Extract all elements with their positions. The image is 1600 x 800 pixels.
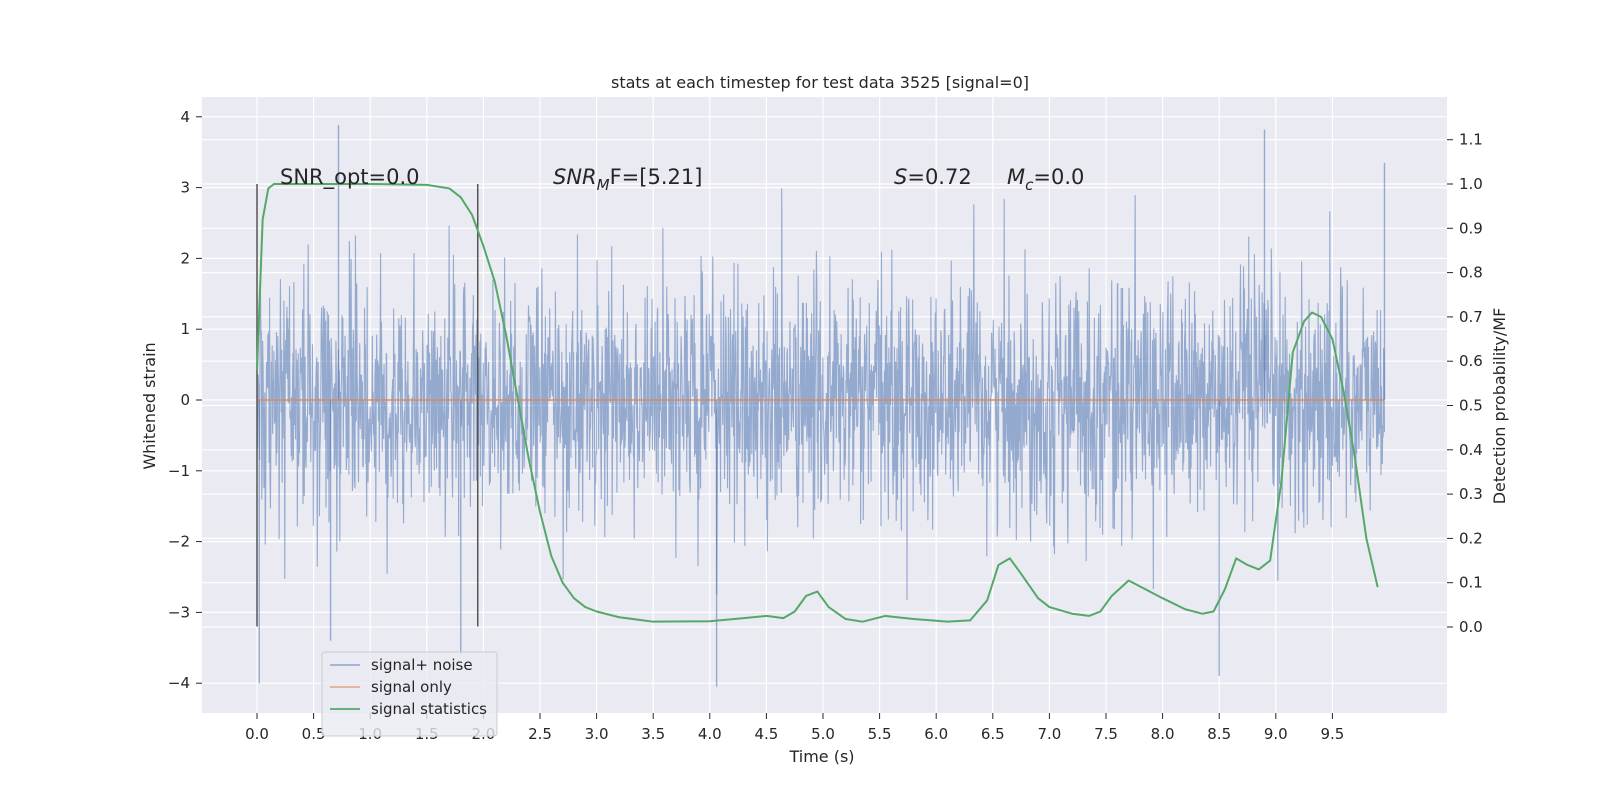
y-tick-label: −3 bbox=[168, 603, 190, 621]
x-axis-ticks: 0.00.51.01.52.02.53.03.54.04.55.05.56.06… bbox=[245, 713, 1344, 743]
x-tick-label: 6.0 bbox=[924, 725, 948, 743]
x-tick-label: 2.5 bbox=[528, 725, 552, 743]
annotation-mc-sub: c bbox=[1025, 176, 1034, 194]
y2-tick-label: 1.0 bbox=[1459, 175, 1483, 193]
x-tick-label: 5.5 bbox=[868, 725, 892, 743]
y2-tick-label: 0.0 bbox=[1459, 618, 1483, 636]
y2-axis-ticks: 1.1 1.0 0.9 0.8 0.7 0.6 0.5 0.4 0.3 0.2 0.1 0.0 bbox=[1447, 131, 1483, 636]
x-tick-label: 3.0 bbox=[585, 725, 609, 743]
y2-tick-label: 0.6 bbox=[1459, 352, 1483, 370]
annotation-mc: Mc=0.0 bbox=[1007, 165, 1084, 194]
y2-tick-label: 0.1 bbox=[1459, 574, 1483, 592]
y2-tick-label: 0.8 bbox=[1459, 264, 1483, 282]
annotation-s-var: S bbox=[894, 165, 907, 189]
annotation-mc-var: M bbox=[1007, 165, 1025, 189]
legend-label-signal-only: signal only bbox=[371, 678, 452, 696]
annotation-snr-mf-rest: F=[5.21] bbox=[610, 165, 703, 189]
y-tick-label: 4 bbox=[180, 108, 190, 126]
series-signal-statistics bbox=[256, 183, 1379, 623]
y2-tick-label: 0.7 bbox=[1459, 308, 1483, 326]
series-line-signal-statistics bbox=[256, 183, 1379, 623]
x-tick-label: 5.0 bbox=[811, 725, 835, 743]
y-tick-label: −1 bbox=[168, 462, 190, 480]
x-tick-label: 9.5 bbox=[1320, 725, 1344, 743]
x-tick-label: 7.5 bbox=[1094, 725, 1118, 743]
x-tick-label: 9.0 bbox=[1264, 725, 1288, 743]
legend-label-signal-statistics: signal statistics bbox=[371, 700, 487, 718]
chart-title: stats at each timestep for test data 352… bbox=[611, 73, 1029, 92]
y-tick-label: 0 bbox=[180, 391, 190, 409]
x-tick-label: 8.0 bbox=[1151, 725, 1175, 743]
annotation-snr-mf-sub: M bbox=[597, 176, 610, 194]
x-tick-label: 6.5 bbox=[981, 725, 1005, 743]
annotation-s: S=0.72 bbox=[894, 165, 972, 189]
y2-tick-label: 0.9 bbox=[1459, 219, 1483, 237]
x-tick-label: 7.0 bbox=[1037, 725, 1061, 743]
annotation-snr-mf: SNRMF=[5.21] bbox=[553, 165, 702, 194]
series-line-signal-noise bbox=[256, 188, 1386, 601]
legend: signal+ noise signal only signal statist… bbox=[321, 651, 498, 737]
y2-tick-label: 0.5 bbox=[1459, 397, 1483, 415]
y-tick-label: 2 bbox=[180, 249, 190, 267]
y2-tick-label: 1.1 bbox=[1459, 131, 1483, 149]
y2-tick-label: 0.2 bbox=[1459, 529, 1483, 547]
x-tick-label: 4.5 bbox=[754, 725, 778, 743]
y-tick-label: −4 bbox=[168, 674, 190, 692]
legend-box bbox=[321, 651, 498, 737]
y-axis-label: Whitened strain bbox=[140, 342, 159, 469]
legend-label-signal-noise: signal+ noise bbox=[371, 656, 473, 674]
y2-axis-label: Detection probability/MF bbox=[1490, 308, 1509, 505]
y-axis-ticks: 4 3 2 1 0 −1 −2 −3 −4 bbox=[168, 108, 202, 692]
x-tick-label: 8.5 bbox=[1207, 725, 1231, 743]
annotation-snr-mf-base: SNR bbox=[553, 165, 597, 189]
annotations: SNR_opt=0.0 SNRMF=[5.21] S=0.72 Mc=0.0 bbox=[280, 165, 1084, 194]
y-tick-label: 1 bbox=[180, 320, 190, 338]
y-tick-label: 3 bbox=[180, 179, 190, 197]
x-tick-label: 0.0 bbox=[245, 725, 269, 743]
x-tick-label: 0.5 bbox=[302, 725, 326, 743]
y-tick-label: −2 bbox=[168, 533, 190, 551]
x-tick-label: 3.5 bbox=[641, 725, 665, 743]
marker-lines bbox=[256, 184, 479, 627]
series-signal-noise bbox=[256, 125, 1386, 687]
annotation-mc-rest: =0.0 bbox=[1033, 165, 1084, 189]
y2-tick-label: 0.3 bbox=[1459, 485, 1483, 503]
x-axis-label: Time (s) bbox=[788, 747, 854, 766]
annotation-s-rest: =0.72 bbox=[907, 165, 971, 189]
x-tick-label: 4.0 bbox=[698, 725, 722, 743]
y2-tick-label: 0.4 bbox=[1459, 441, 1483, 459]
annotation-snr-opt: SNR_opt=0.0 bbox=[280, 165, 420, 190]
